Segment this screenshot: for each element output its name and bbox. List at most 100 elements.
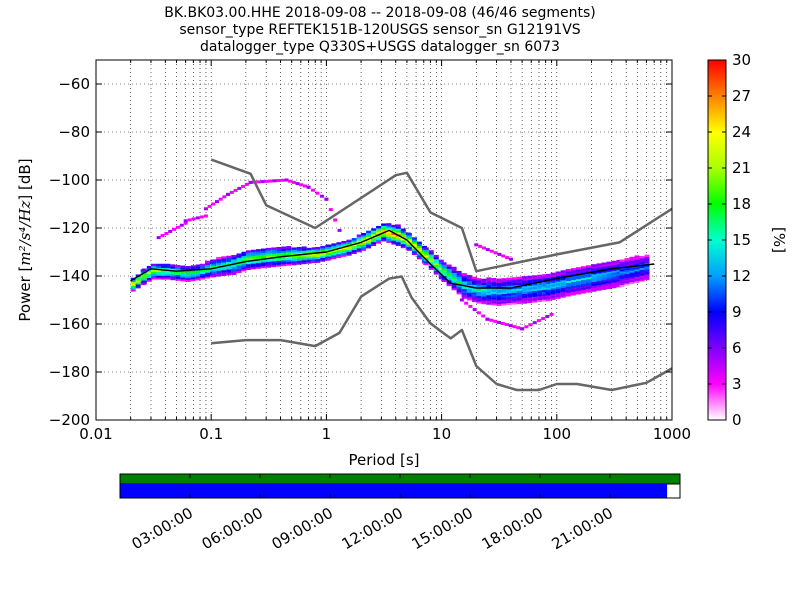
density-cell: [511, 277, 517, 280]
density-cell: [542, 285, 548, 289]
density-cell: [315, 250, 321, 254]
density-cell: [135, 282, 141, 285]
density-cell: [155, 273, 161, 276]
density-cell: [175, 270, 181, 274]
outlier-cell: [485, 248, 490, 252]
density-cell: [451, 270, 457, 274]
density-cell: [250, 261, 256, 264]
outlier-cell: [493, 251, 498, 255]
density-cell: [170, 272, 176, 275]
density-cell: [185, 279, 191, 282]
density-cell: [195, 274, 201, 277]
density-cell: [441, 262, 447, 265]
density-cell: [532, 284, 538, 288]
density-cell: [180, 278, 186, 282]
density-cell: [580, 266, 586, 269]
density-cell: [486, 285, 492, 288]
density-cell: [476, 301, 482, 304]
density-cell: [619, 270, 625, 274]
outlier-cell: [183, 219, 188, 223]
density-cell: [491, 283, 497, 287]
density-cell: [406, 238, 412, 242]
density-cell: [326, 244, 332, 247]
outlier-cell: [195, 216, 200, 220]
density-cell: [236, 257, 242, 260]
density-cell: [226, 257, 232, 261]
density-cell: [527, 285, 533, 288]
y-axis-ticks: −60 −80 −100 −120 −140 −160 −180 −200: [49, 75, 672, 429]
density-cell: [575, 288, 581, 291]
density-cell: [565, 286, 571, 289]
density-cell: [527, 275, 533, 279]
density-cell: [461, 290, 467, 294]
density-cell: [361, 238, 367, 242]
density-cell: [130, 279, 136, 282]
outlier-cell: [489, 249, 494, 253]
density-cell: [476, 291, 482, 294]
density-cell: [441, 273, 447, 277]
density-cell: [400, 241, 406, 245]
density-cell: [400, 245, 406, 249]
density-cell: [205, 270, 211, 273]
density-cell: [315, 248, 321, 252]
density-cell: [245, 267, 251, 270]
density-cell: [516, 280, 522, 284]
density-cell: [255, 256, 261, 260]
density-cell: [315, 254, 321, 258]
density-cell: [522, 291, 528, 294]
density-cell: [545, 281, 551, 284]
density-cell: [501, 297, 507, 300]
density-cell: [537, 286, 543, 289]
density-cell: [560, 281, 566, 285]
density-cell: [506, 291, 512, 294]
density-cell: [446, 274, 452, 277]
density-cell: [575, 292, 581, 295]
density-cell: [423, 249, 429, 252]
density-cell: [416, 243, 422, 246]
density-cell: [205, 274, 211, 277]
density-cell: [311, 258, 317, 262]
density-cell: [606, 282, 612, 286]
density-cell: [216, 260, 222, 264]
density-cell: [522, 282, 528, 285]
density-cell: [366, 230, 372, 234]
density-cell: [491, 287, 497, 291]
density-cell: [361, 246, 367, 249]
density-cell: [255, 254, 261, 258]
density-cell: [476, 280, 482, 283]
density-cell: [351, 249, 357, 253]
density-cell: [542, 276, 548, 279]
density-cell: [190, 265, 196, 268]
density-cell: [276, 262, 282, 265]
outlier-cell: [524, 325, 529, 329]
density-cell: [356, 236, 362, 239]
density-cell: [585, 265, 591, 268]
density-cell: [315, 256, 321, 259]
density-cell: [441, 266, 447, 269]
density-cell: [433, 266, 439, 269]
density-cell: [438, 269, 444, 272]
density-cell: [231, 258, 237, 262]
density-cell: [266, 263, 272, 266]
outlier-cell: [218, 197, 223, 201]
density-cell: [522, 293, 528, 296]
density-cell: [511, 281, 517, 284]
density-cell: [395, 241, 401, 245]
outlier-cell: [459, 298, 464, 302]
density-cell: [516, 297, 522, 301]
density-cell: [570, 270, 576, 273]
density-cell: [616, 269, 622, 272]
density-cell: [266, 259, 272, 262]
density-cell: [501, 299, 507, 302]
density-cell: [585, 280, 591, 284]
density-cell: [320, 257, 326, 260]
density-cell: [428, 250, 434, 253]
density-cell: [601, 262, 607, 265]
density-cell: [491, 291, 497, 294]
outlier-cell: [497, 252, 502, 256]
density-cell: [260, 265, 266, 269]
density-cell: [216, 274, 222, 277]
density-cell: [231, 257, 237, 260]
density-cell: [550, 291, 556, 295]
density-cell: [456, 288, 462, 291]
